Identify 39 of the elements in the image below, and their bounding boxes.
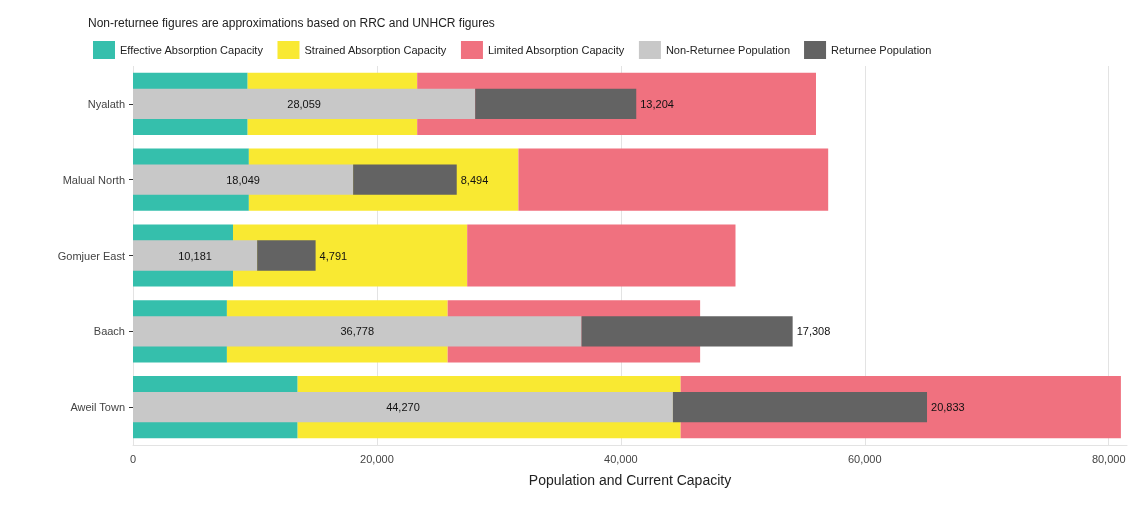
x-tick-label: 20,000	[360, 452, 394, 465]
bar	[467, 224, 736, 287]
data-label: 13,204	[640, 97, 674, 110]
bar	[133, 316, 582, 347]
bar	[133, 391, 673, 423]
data-label: 8,494	[460, 173, 489, 186]
chart-title: Non-returnee figures are approximations based on RRC and UNHCR figures	[88, 16, 495, 30]
x-tick-label: 40,000	[604, 452, 638, 465]
bar	[257, 240, 316, 271]
legend-label: Limited Absorption Capacity	[487, 44, 625, 56]
bar	[581, 316, 793, 347]
data-label: 44,270	[386, 401, 420, 414]
bar	[518, 148, 829, 211]
data-label: 20,833	[931, 401, 965, 414]
bar	[672, 391, 928, 423]
bar	[353, 164, 457, 195]
legend-label: Effective Absorption Capacity	[120, 44, 264, 56]
data-label: 10,181	[178, 249, 212, 262]
data-label: 28,059	[287, 97, 321, 110]
legend-label: Non-Returnee Population	[665, 44, 791, 56]
legend-label: Strained Absorption Capacity	[304, 44, 447, 56]
data-label: 4,791	[319, 249, 348, 262]
bar	[133, 88, 476, 120]
y-tick-label: Baach	[93, 325, 125, 338]
y-tick-label: Malual North	[62, 173, 125, 186]
y-tick-label: Nyalath	[87, 97, 125, 110]
bar	[133, 240, 258, 271]
bar	[475, 88, 637, 120]
data-label: 36,778	[340, 325, 375, 338]
x-tick-label: 80,000	[1091, 452, 1126, 465]
x-axis-title: Population and Current Capacity	[528, 472, 732, 488]
bar	[133, 164, 354, 195]
x-tick-label: 0	[129, 452, 137, 465]
y-tick-label: Gomjuer East	[57, 249, 125, 262]
y-tick-label: Aweil Town	[70, 401, 125, 414]
data-label: 18,049	[226, 173, 260, 186]
x-tick-label: 60,000	[847, 452, 882, 465]
data-label: 17,308	[796, 325, 831, 338]
legend-label: Returnee Population	[831, 44, 932, 56]
